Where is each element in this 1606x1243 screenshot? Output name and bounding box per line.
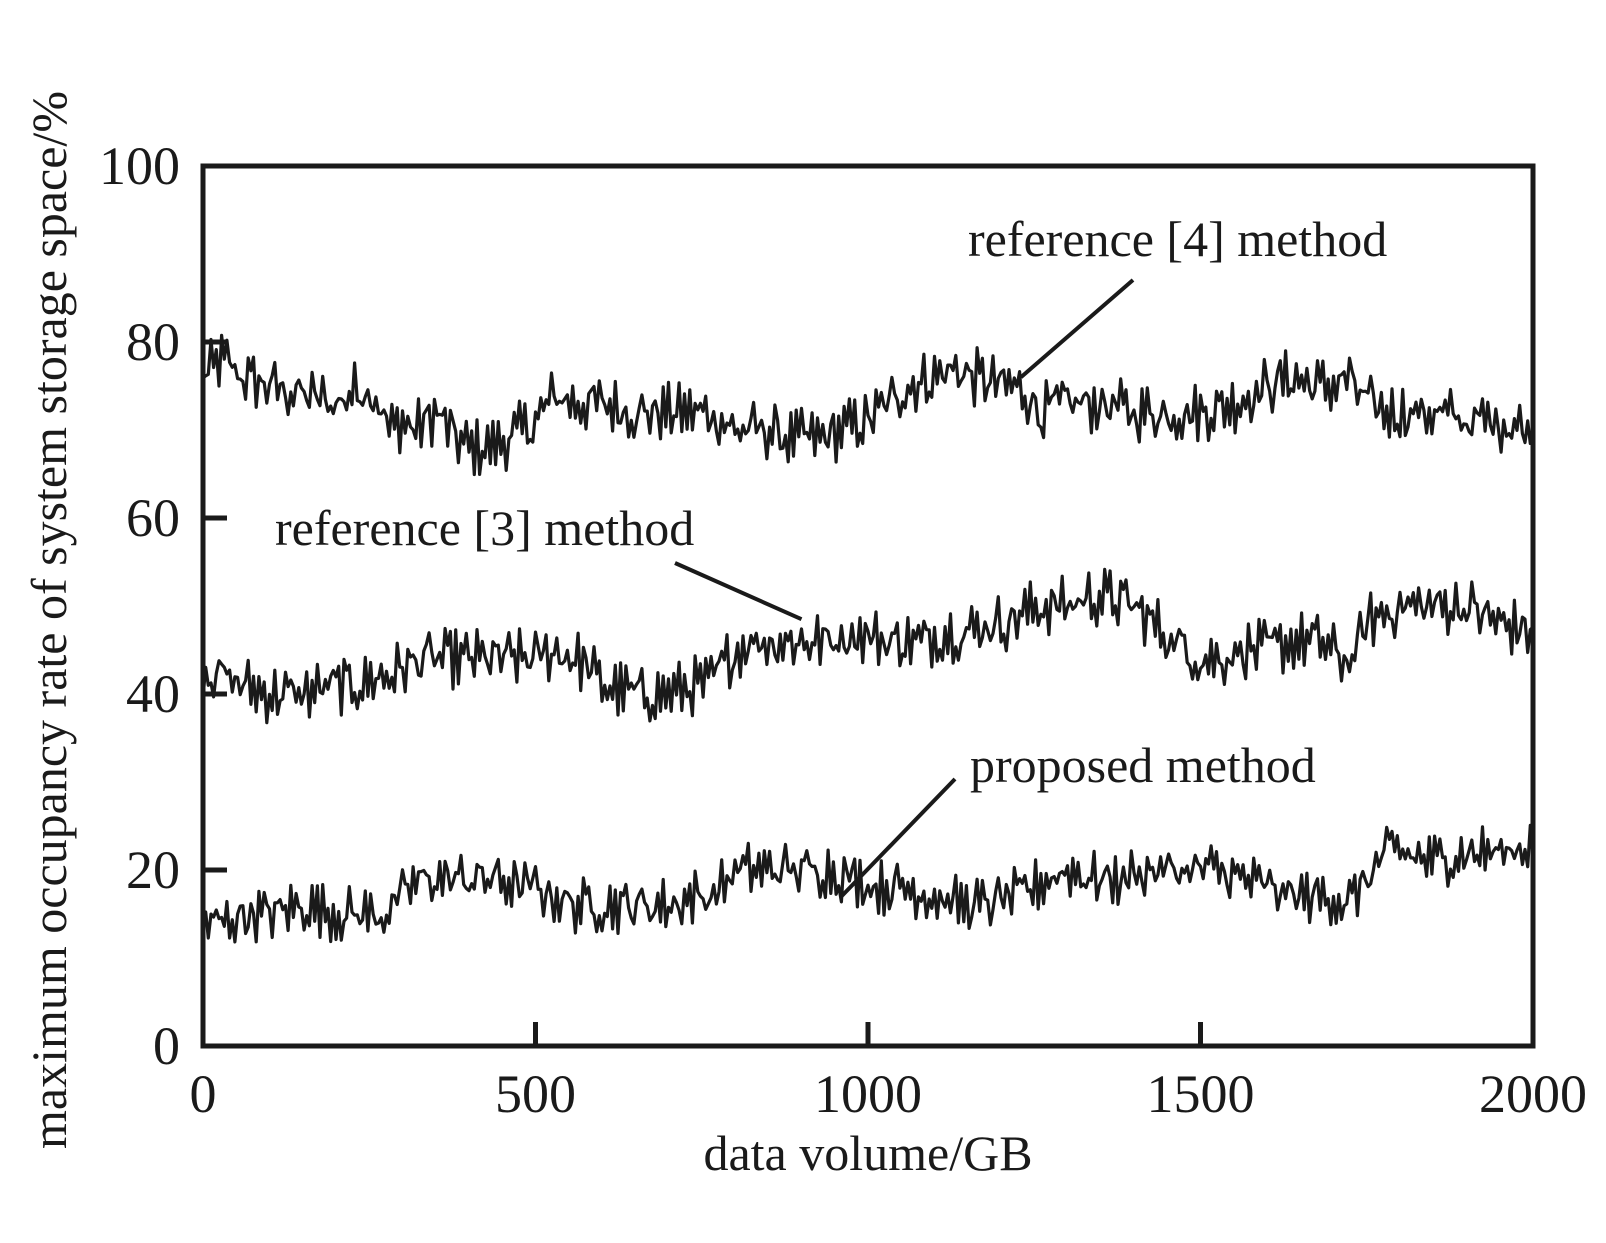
- y-tick-label-0: 0: [153, 1016, 180, 1076]
- x-tick-label-0: 0: [190, 1064, 217, 1124]
- series-line-1: [201, 567, 1535, 725]
- x-tick-label-1500: 1500: [1147, 1064, 1255, 1124]
- y-tick-label-40: 40: [126, 664, 180, 724]
- leader-line-1: [674, 561, 803, 622]
- series-layer: [201, 333, 1535, 944]
- annotation-reference-3-method: reference [3] method: [275, 500, 694, 556]
- annotation-reference-4-method: reference [4] method: [968, 211, 1387, 267]
- series-line-2: [201, 823, 1535, 944]
- x-tick-label-500: 500: [495, 1064, 576, 1124]
- y-tick-label-20: 20: [126, 840, 180, 900]
- y-tick-label-60: 60: [126, 488, 180, 548]
- annotation-leaders: [674, 278, 1135, 898]
- series-line-0: [201, 333, 1535, 477]
- y-tick-label-100: 100: [99, 136, 180, 196]
- x-axis-label: data volume/GB: [703, 1125, 1032, 1181]
- axis-ticks: [200, 163, 1536, 1049]
- x-tick-label-1000: 1000: [814, 1064, 922, 1124]
- plot-frame: [200, 163, 1536, 1049]
- x-tick-label-2000: 2000: [1479, 1064, 1587, 1124]
- tick-labels: 0 500 1000 1500 2000 0 20 40 60 80 100: [99, 136, 1587, 1124]
- annotation-proposed-method: proposed method: [970, 737, 1316, 793]
- leader-line-0: [1019, 278, 1135, 379]
- y-axis-label: maximum occupancy rate of system storage…: [21, 91, 77, 1149]
- leader-line-2: [839, 777, 957, 898]
- y-tick-label-80: 80: [126, 312, 180, 372]
